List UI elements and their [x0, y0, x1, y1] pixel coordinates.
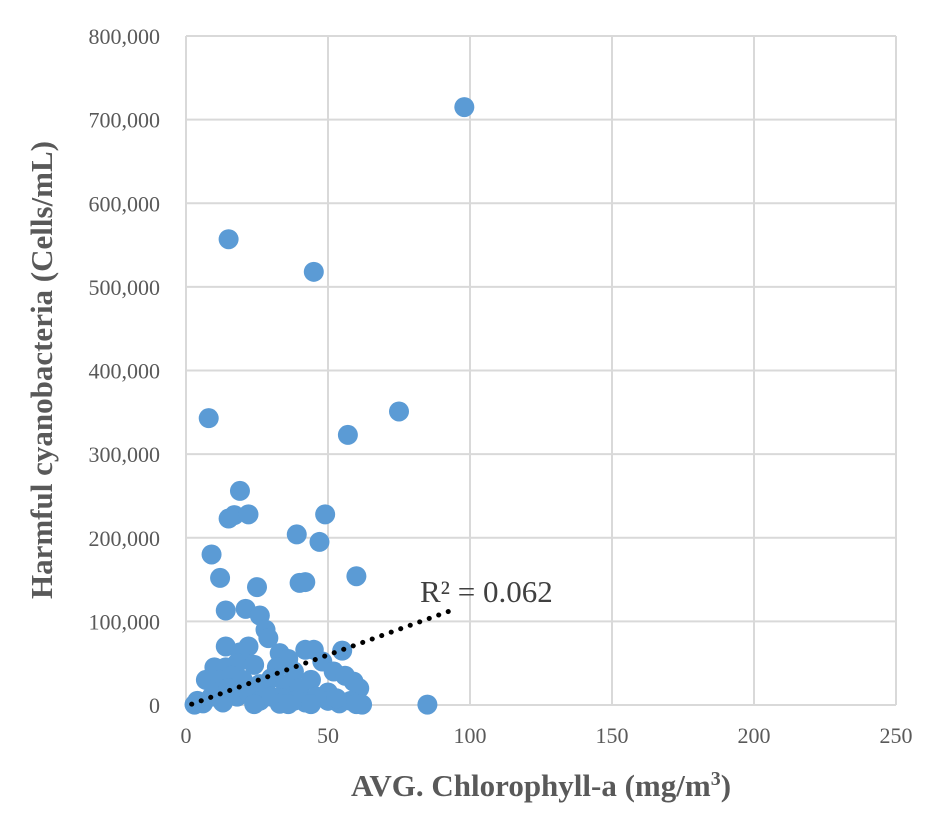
x-tick-label: 200 [738, 723, 771, 748]
data-point [258, 628, 279, 649]
y-tick-labels: 0 100,000 200,000 300,000 400,000 500,000 600,… [89, 24, 161, 718]
data-point [238, 504, 259, 525]
r-squared-annotation: R² = 0.062 [420, 574, 553, 609]
x-tick-label: 50 [317, 723, 339, 748]
x-axis-title-superscript: 3 [711, 768, 721, 790]
grid-lines [185, 35, 897, 706]
data-point [210, 567, 231, 588]
y-tick-label: 0 [149, 693, 160, 718]
y-tick-label: 800,000 [89, 24, 161, 49]
data-points [184, 97, 475, 715]
data-point [278, 694, 299, 715]
data-point [295, 572, 316, 593]
y-tick-label: 200,000 [89, 526, 161, 551]
y-tick-label: 600,000 [89, 191, 161, 216]
x-tick-label: 0 [181, 723, 192, 748]
data-point [300, 694, 321, 715]
y-tick-label: 500,000 [89, 275, 161, 300]
data-point [315, 504, 336, 525]
y-tick-label: 100,000 [89, 609, 161, 634]
data-point [337, 424, 358, 445]
x-tick-label: 150 [596, 723, 629, 748]
data-point [229, 480, 250, 501]
trendline-layer [189, 606, 459, 707]
data-point [244, 694, 265, 715]
y-tick-label: 300,000 [89, 442, 161, 467]
data-point [309, 531, 330, 552]
trendline [189, 606, 459, 707]
data-point [215, 600, 236, 621]
data-point [389, 401, 409, 422]
data-point [346, 694, 367, 715]
data-point [218, 229, 239, 250]
x-axis-title-main: AVG. Chlorophyll-a (mg/m [351, 768, 711, 803]
x-tick-label: 100 [454, 723, 487, 748]
x-tick-label: 250 [880, 723, 913, 748]
data-point [286, 524, 307, 545]
y-axis-title: Harmful cyanobacteria (Cells/mL) [24, 141, 59, 599]
data-point [247, 577, 267, 598]
data-point [303, 261, 324, 282]
data-point [212, 692, 233, 713]
data-point [346, 566, 367, 587]
data-point [224, 505, 245, 526]
data-point [184, 694, 205, 715]
data-point [417, 694, 438, 715]
x-axis-title-end: ) [721, 768, 731, 803]
data-point [300, 669, 321, 690]
data-point [244, 654, 265, 675]
data-point [454, 97, 475, 118]
x-axis-title: AVG. Chlorophyll-a (mg/m3) [351, 768, 731, 803]
x-tick-labels: 0 50 100 150 200 250 [181, 723, 913, 748]
data-point [201, 544, 222, 565]
y-tick-label: 700,000 [89, 108, 161, 133]
y-tick-label: 400,000 [89, 359, 161, 384]
data-point [198, 408, 219, 429]
data-point [326, 688, 347, 709]
